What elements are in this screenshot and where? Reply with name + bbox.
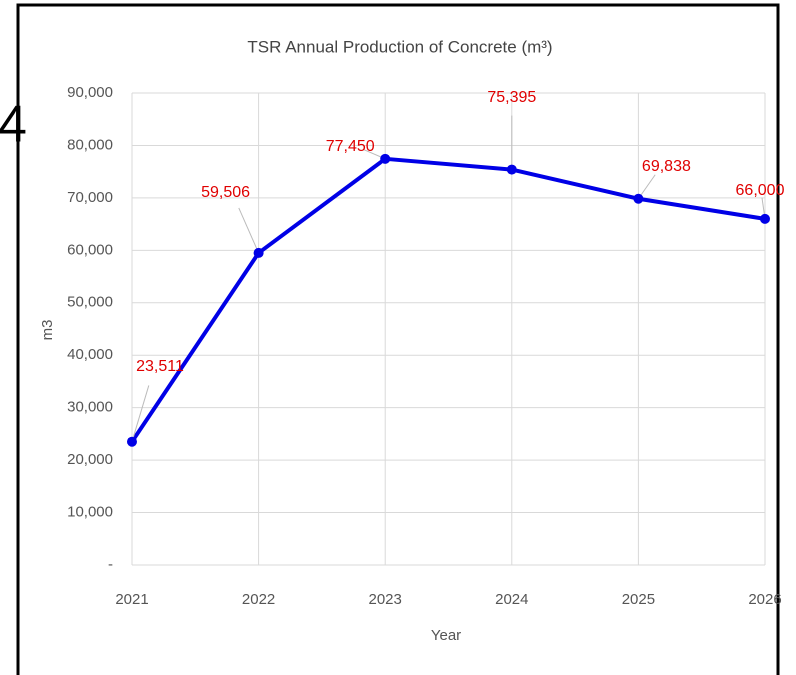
y-tick-label: 90,000 (67, 84, 113, 101)
data-point (760, 213, 770, 224)
data-point (380, 153, 391, 164)
x-tick-label: 2025 (622, 591, 655, 608)
y-tick-label: 60,000 (67, 241, 113, 258)
y-tick-label: - (108, 556, 113, 573)
y-tick-label: 30,000 (67, 399, 113, 416)
data-label: 23,511 (136, 358, 184, 375)
chart-title: TSR Annual Production of Concrete (m³) (247, 37, 552, 56)
leader-line (238, 207, 260, 254)
y-tick-label: 10,000 (67, 504, 113, 521)
x-tick-label: 2024 (495, 591, 528, 608)
leader-line (131, 385, 150, 442)
data-label: 66,000 (736, 182, 785, 199)
data-label: 59,506 (201, 184, 250, 201)
page-label: 4 (0, 96, 27, 154)
y-tick-label: 70,000 (67, 189, 113, 206)
frame (16, 3, 780, 675)
data-point (633, 193, 644, 204)
x-tick-label: 2021 (115, 591, 148, 608)
data-point (506, 164, 517, 175)
data-line (130, 156, 766, 443)
x-tick-label: 2026 (748, 591, 781, 608)
data-label: 69,838 (642, 158, 691, 175)
x-tick-label: 2022 (242, 591, 275, 608)
data-point (127, 436, 137, 447)
data-label: 75,395 (487, 89, 536, 106)
data-point (253, 247, 264, 258)
y-tick-label: 50,000 (67, 294, 113, 311)
y-axis-label: m3 (39, 320, 56, 341)
x-axis-label: Year (431, 627, 461, 644)
y-tick-label: 40,000 (67, 346, 113, 363)
x-tick-label: 2023 (369, 591, 402, 608)
data-label: 77,450 (326, 138, 375, 155)
y-tick-label: 80,000 (67, 136, 113, 153)
y-tick-label: 20,000 (67, 451, 113, 468)
